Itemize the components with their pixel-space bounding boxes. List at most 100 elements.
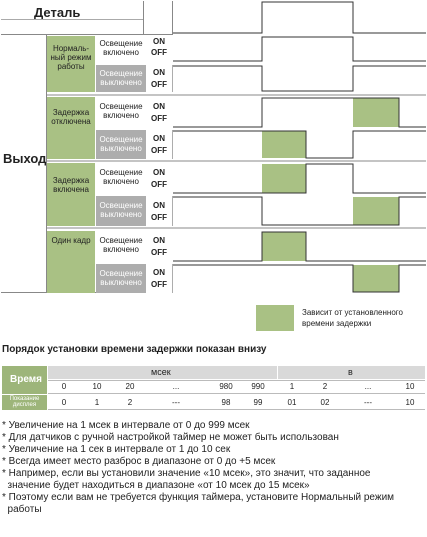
switch-off-label: OFF	[151, 80, 167, 89]
switch-off-label: OFF	[151, 213, 167, 222]
switch-on-label: ON	[153, 134, 165, 143]
waveform-ondelay-on	[173, 163, 426, 194]
output-label: Выход	[3, 151, 47, 166]
switch-off-label: OFF	[151, 48, 167, 57]
note-line: * Увеличение на 1 мсек в интервале от 0 …	[2, 420, 250, 431]
note-line: * Например, если вы установили значение …	[2, 468, 371, 479]
time-value: 980	[219, 382, 233, 391]
switch-on-label: ON	[153, 236, 165, 245]
mode-one-shot-cell: Один кадр	[47, 231, 95, 293]
switch-on-label: ON	[153, 268, 165, 277]
note-line: * Увеличение на 1 сек в интервале от 1 д…	[2, 444, 231, 455]
display-value: 99	[253, 398, 263, 407]
sec-header: в	[278, 366, 425, 379]
time-value: 20	[125, 382, 135, 391]
display-value: ---	[172, 398, 180, 407]
note-line: * Для датчиков с ручной настройкой тайме…	[2, 432, 339, 443]
time-value: 1	[289, 382, 295, 391]
waveform-normal-off	[173, 65, 426, 92]
display-value: ---	[364, 398, 372, 407]
switch-off-label: OFF	[151, 180, 167, 189]
switch-box-4	[146, 231, 172, 293]
display-label: Показание дисплея	[9, 396, 40, 408]
display-values-row	[48, 395, 425, 410]
delay-block	[353, 197, 399, 225]
mode-on-delay-cell: Задержка включена	[47, 163, 95, 226]
light-on-label: Освещение включено	[99, 236, 143, 254]
time-value: 990	[251, 382, 265, 391]
output-border	[46, 35, 47, 293]
sec-label: в	[348, 367, 353, 377]
switch-box-2	[146, 97, 172, 159]
light-off-label: Освещение выключено	[99, 135, 143, 153]
display-label-cell: Показание дисплея	[2, 395, 47, 410]
light-on-label: Освещение включено	[99, 102, 143, 120]
mode-off-delay-cell: Задержка отключена	[47, 97, 95, 159]
time-label: Время	[10, 374, 42, 385]
time-value: ...	[172, 382, 180, 391]
waveform-normal-on	[173, 36, 426, 62]
waveform-offdelay-on	[173, 97, 426, 128]
header-line-2	[1, 34, 173, 35]
delay-block	[353, 265, 399, 292]
mode-normal-cell: Нормаль- ный режим работы	[47, 36, 95, 92]
msec-header: мсек	[48, 366, 277, 379]
light-off-label: Освещение выключено	[99, 201, 143, 219]
legend-swatch	[256, 305, 294, 331]
switch-box-3	[146, 163, 172, 226]
timing-diagram	[47, 1, 426, 293]
switch-off-label: OFF	[151, 114, 167, 123]
display-value: 1	[94, 398, 100, 407]
detail-label: Деталь	[34, 5, 81, 20]
delay-block	[262, 131, 306, 158]
note-line: * Поэтому если вам не требуется функция …	[2, 492, 395, 503]
switch-box-1	[146, 36, 172, 92]
switch-on-label: ON	[153, 168, 165, 177]
msec-label: мсек	[151, 367, 171, 377]
delay-block	[353, 98, 399, 127]
waveform-ondelay-off	[173, 196, 426, 226]
switch-off-label: OFF	[151, 248, 167, 257]
time-value: ...	[364, 382, 372, 391]
waveform-oneshot-off	[173, 264, 426, 293]
header-divider-2	[172, 1, 173, 34]
mode-on-delay-label: Задержка включена	[52, 176, 90, 194]
time-value: 2	[322, 382, 328, 391]
light-on-label: Освещение включено	[99, 39, 143, 57]
display-value: 0	[61, 398, 67, 407]
legend-text: Зависит от установленного времени задерж…	[302, 308, 403, 328]
time-table: Время мсек в 0 10 20 ... 980 990 1 2 ...…	[2, 366, 425, 411]
waveform-offdelay-off	[173, 130, 426, 159]
light-off-label: Освещение выключено	[99, 269, 143, 287]
detail-waveform	[173, 1, 426, 34]
order-title: Порядок установки времени задержки показ…	[2, 344, 267, 355]
waveform-oneshot-on	[173, 231, 426, 262]
time-label-cell: Время	[2, 366, 47, 394]
time-value: 10	[92, 382, 102, 391]
time-value: 0	[61, 382, 67, 391]
note-line: * Всегда имеет место разброс в диапазоне…	[2, 456, 276, 467]
display-value: 2	[127, 398, 133, 407]
detail-header: Деталь	[1, 1, 173, 36]
display-value: 01	[287, 398, 297, 407]
mode-one-shot-label: Один кадр	[51, 236, 91, 245]
header-divider	[143, 1, 144, 34]
mode-normal-label: Нормаль- ный режим работы	[50, 44, 92, 71]
note-line: работы	[2, 504, 42, 515]
light-off-label: Освещение выключено	[99, 69, 143, 87]
mode-off-delay-label: Задержка отключена	[51, 108, 91, 126]
header-line-1	[1, 19, 144, 20]
display-value: 10	[405, 398, 415, 407]
switch-on-label: ON	[153, 37, 165, 46]
delay-block	[262, 164, 306, 193]
display-value: 02	[320, 398, 330, 407]
time-values-row	[48, 380, 425, 394]
display-value: 98	[221, 398, 231, 407]
light-on-label: Освещение включено	[99, 168, 143, 186]
delay-block	[262, 232, 306, 261]
switch-on-label: ON	[153, 102, 165, 111]
time-value: 10	[405, 382, 415, 391]
switch-off-label: OFF	[151, 146, 167, 155]
note-line: значение будет находиться в диапазоне «о…	[2, 480, 310, 491]
switch-off-label: OFF	[151, 280, 167, 289]
